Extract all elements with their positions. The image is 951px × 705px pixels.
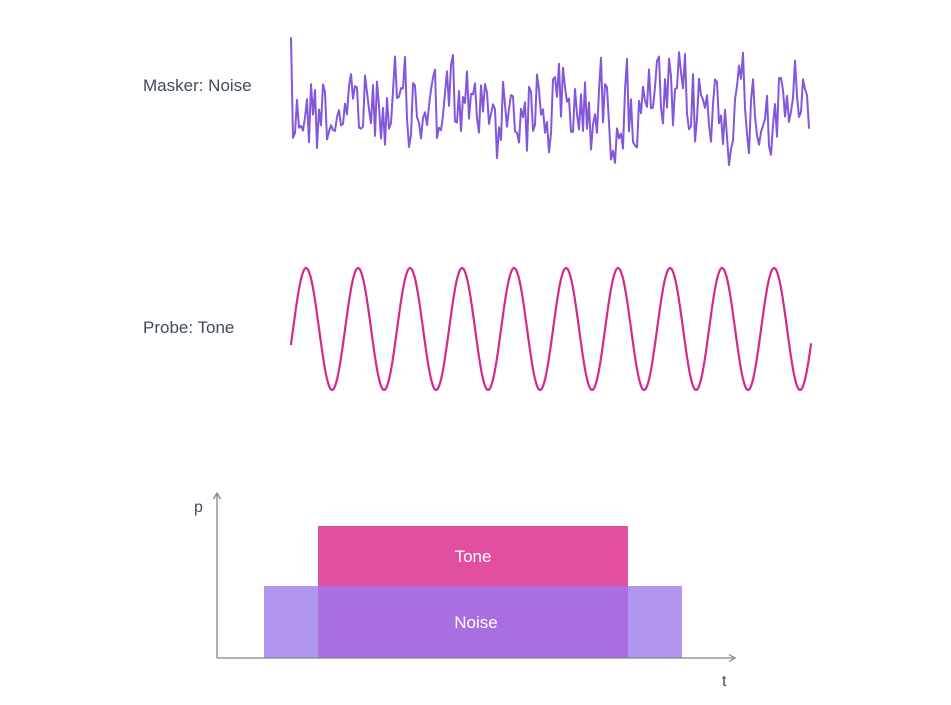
tone-waveform bbox=[289, 266, 813, 392]
noise-waveform bbox=[290, 37, 810, 167]
noise-block-label: Noise bbox=[454, 613, 497, 632]
y-axis-arrow bbox=[212, 491, 222, 500]
x-axis-arrow bbox=[728, 653, 737, 663]
masker-label: Masker: Noise bbox=[143, 76, 252, 95]
noise-waveform-line bbox=[290, 37, 810, 167]
noise-tone-overlap bbox=[318, 586, 628, 658]
tone-waveform-line bbox=[289, 266, 813, 392]
probe-label: Probe: Tone bbox=[143, 318, 235, 337]
tone-block bbox=[318, 526, 628, 586]
x-axis-label: t bbox=[722, 673, 727, 690]
axes bbox=[212, 491, 737, 663]
tone-block-label: Tone bbox=[455, 547, 492, 566]
y-axis-label: p bbox=[194, 499, 203, 516]
timing-diagram: Tone Noise p t bbox=[194, 491, 737, 690]
